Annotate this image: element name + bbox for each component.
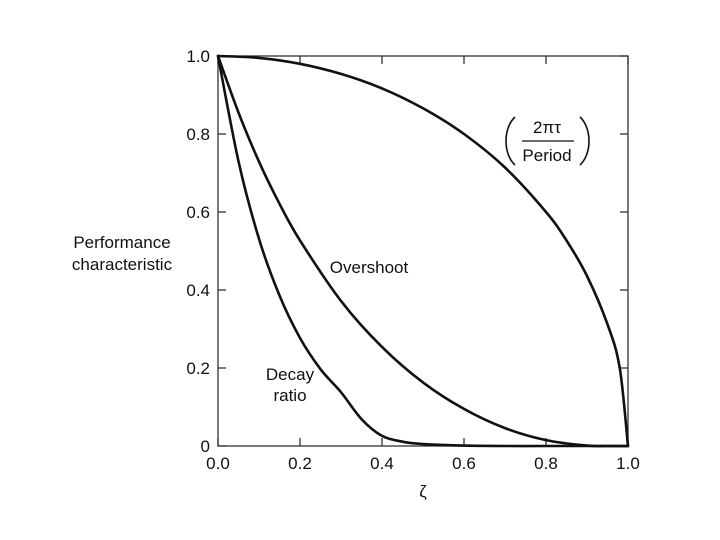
plot-frame	[217, 55, 629, 447]
y-tick-label: 1.0	[186, 47, 210, 66]
x-tick-label: 0.0	[206, 454, 230, 473]
y-tick-label: 0.8	[186, 125, 210, 144]
y-tick-label: 0.2	[186, 359, 210, 378]
x-tick-label: 1.0	[616, 454, 640, 473]
x-tick-label: 0.6	[452, 454, 476, 473]
fraction-numerator: 2πτ	[533, 118, 561, 137]
y-tick-label: 0.6	[186, 203, 210, 222]
period-curve	[216, 54, 630, 448]
decay-ratio-label-line-2: ratio	[273, 386, 306, 405]
y-tick-label: 0.4	[186, 281, 210, 300]
x-axis-title: ζ	[419, 482, 427, 501]
decay-ratio-curve	[216, 54, 630, 448]
x-tick-label: 0.2	[288, 454, 312, 473]
right-paren	[579, 116, 590, 166]
y-tick-label: 0	[201, 437, 210, 456]
left-paren	[505, 116, 516, 166]
period-curve-label: 2πτ Period	[505, 116, 590, 166]
y-axis-title-line-2: characteristic	[72, 255, 173, 274]
y-axis-title-line-1: Performance	[73, 233, 170, 252]
x-tick-label: 0.8	[534, 454, 558, 473]
overshoot-curve-label: Overshoot	[330, 258, 409, 277]
decay-ratio-label-line-1: Decay	[266, 365, 315, 384]
x-tick-label: 0.4	[370, 454, 394, 473]
fraction-denominator: Period	[522, 146, 571, 165]
